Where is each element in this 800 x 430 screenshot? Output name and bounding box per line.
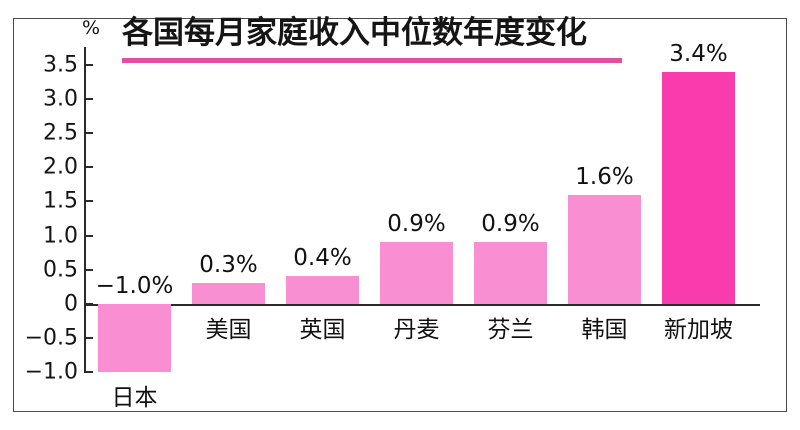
bar-category-label: 英国 — [299, 316, 346, 343]
bar-category-label: 新加坡 — [664, 316, 733, 343]
zero-baseline — [84, 303, 760, 307]
y-axis-tick-label: −0.5 — [24, 325, 78, 351]
y-axis-tick-mark — [84, 132, 93, 135]
bar-value-label: 3.4% — [669, 40, 728, 67]
y-axis-tick-mark — [84, 64, 93, 66]
bar-group[interactable]: 1.6% 韩国 — [568, 47, 641, 372]
chart-title: 各国每月家庭收入中位数年度变化 — [122, 15, 587, 51]
y-axis-tick-label: 1.0 — [43, 223, 78, 249]
title-block: 各国每月家庭收入中位数年度变化 — [122, 14, 642, 63]
bar-group[interactable]: −1.0% 日本 — [95, 47, 174, 411]
bar[interactable] — [662, 71, 735, 304]
title-underline-rule — [122, 58, 622, 63]
bar-category-label: 丹麦 — [393, 316, 440, 343]
y-axis-tick-mark — [84, 234, 93, 237]
bar-category-label: 日本 — [111, 385, 158, 411]
y-axis-tick-mark — [84, 166, 93, 169]
bar-value-label: 0.4% — [293, 245, 352, 272]
y-axis-unit-label: % — [82, 17, 101, 39]
y-axis-tick-label: 2.0 — [43, 154, 78, 180]
bar-group[interactable]: 0.9% 丹麦 — [380, 47, 453, 372]
bar[interactable] — [98, 303, 171, 372]
bar-category-label: 芬兰 — [487, 316, 534, 343]
bar[interactable] — [286, 276, 359, 304]
bar[interactable] — [568, 194, 641, 304]
bar-value-label: −1.0% — [95, 272, 174, 299]
bar-value-label: 0.3% — [199, 252, 258, 279]
y-axis-tick-label: 3.0 — [43, 86, 78, 112]
bar-group[interactable]: 0.4% 英国 — [286, 47, 359, 372]
bar-value-label: 1.6% — [575, 163, 634, 190]
bar[interactable] — [474, 242, 547, 304]
y-axis-tick-mark — [84, 371, 93, 373]
y-axis-tick-label: 0.5 — [43, 257, 78, 283]
bar-group[interactable]: 3.4% 新加坡 — [662, 41, 735, 372]
y-axis-tick-mark — [84, 268, 93, 271]
bar-value-label: 0.9% — [387, 211, 446, 238]
y-axis-tick-mark — [84, 200, 93, 203]
y-axis-tick-label: −1.0 — [24, 359, 78, 385]
bar[interactable] — [192, 283, 265, 304]
bar[interactable] — [380, 242, 453, 304]
y-axis-tick-label: 0 — [64, 291, 78, 317]
y-axis-tick-label: 2.5 — [43, 120, 78, 146]
y-axis-tick-mark — [84, 98, 93, 101]
bar-value-label: 0.9% — [481, 211, 540, 238]
y-axis-tick-label: 1.5 — [43, 188, 78, 214]
bar-group[interactable]: 0.3% 美国 — [192, 47, 265, 372]
plot-area: % 3.5 3.0 2.5 2.0 1.5 1.0 0.5 0 −0.5 −1.0 −1.0% 日本… — [25, 17, 760, 411]
bar-category-label: 韩国 — [581, 316, 628, 343]
y-axis-tick-mark — [84, 336, 93, 339]
y-axis-tick-label: 3.5 — [43, 52, 78, 78]
y-axis-line — [84, 47, 86, 372]
bar-group[interactable]: 0.9% 芬兰 — [474, 47, 547, 372]
bar-category-label: 美国 — [205, 316, 252, 343]
